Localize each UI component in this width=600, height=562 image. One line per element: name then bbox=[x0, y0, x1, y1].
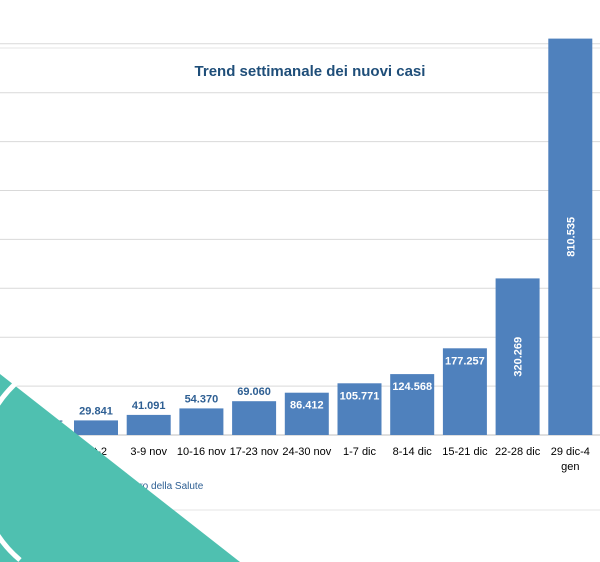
category-tick-label: 8-14 dic bbox=[393, 446, 433, 458]
bar-ott-2 bbox=[74, 420, 118, 435]
category-tick-label: 3-9 nov bbox=[130, 446, 167, 458]
chart-title: Trend settimanale dei nuovi casi bbox=[195, 63, 426, 80]
bar-value-label: 29.841 bbox=[79, 405, 113, 417]
bar-value-label: 86.412 bbox=[290, 400, 324, 412]
category-tick-label: 1-7 dic bbox=[343, 446, 377, 458]
bar-value-label: 54.370 bbox=[185, 393, 219, 405]
category-tick-label: 29 dic-4 bbox=[551, 446, 590, 458]
bar-29-dic-4-gen bbox=[548, 38, 593, 435]
bar-10-16-nov bbox=[179, 408, 224, 435]
bars-group bbox=[74, 38, 593, 435]
value-labels-group: 29.841 41.091 54.370 69.060 86.412 105.771 124… bbox=[79, 217, 577, 417]
bar-8-14-dic bbox=[390, 374, 435, 435]
category-tick-label: 22-28 dic bbox=[495, 446, 541, 458]
bar-22-28-dic bbox=[495, 278, 540, 435]
bar-24-30-nov bbox=[284, 392, 329, 435]
bar-3-9-nov bbox=[126, 414, 171, 435]
bar-value-label: 105.771 bbox=[340, 390, 380, 402]
source-note: tero della Salute bbox=[131, 481, 204, 492]
category-tick-label: 17-23 nov bbox=[230, 446, 279, 458]
bar-value-label: 124.568 bbox=[392, 381, 432, 393]
bar-15-21-dic bbox=[442, 348, 487, 435]
bar-value-label: 810.535 bbox=[565, 217, 577, 257]
category-tick-label: gen bbox=[561, 461, 579, 473]
teal-decorative-shape bbox=[0, 374, 240, 562]
category-tick-label: 10-16 nov bbox=[177, 446, 226, 458]
bar-1-7-dic bbox=[337, 383, 382, 435]
category-tick-label: 15-21 dic bbox=[442, 446, 488, 458]
bar-value-label: 320.269 bbox=[513, 337, 525, 377]
bar-value-label: 69.060 bbox=[237, 386, 271, 398]
bar-value-label: 41.091 bbox=[132, 400, 166, 412]
category-tick-label: 24-30 nov bbox=[282, 446, 331, 458]
bar-value-label: 177.257 bbox=[445, 355, 485, 367]
white-circle-outline bbox=[0, 369, 32, 562]
bar-17-23-nov bbox=[232, 401, 277, 435]
